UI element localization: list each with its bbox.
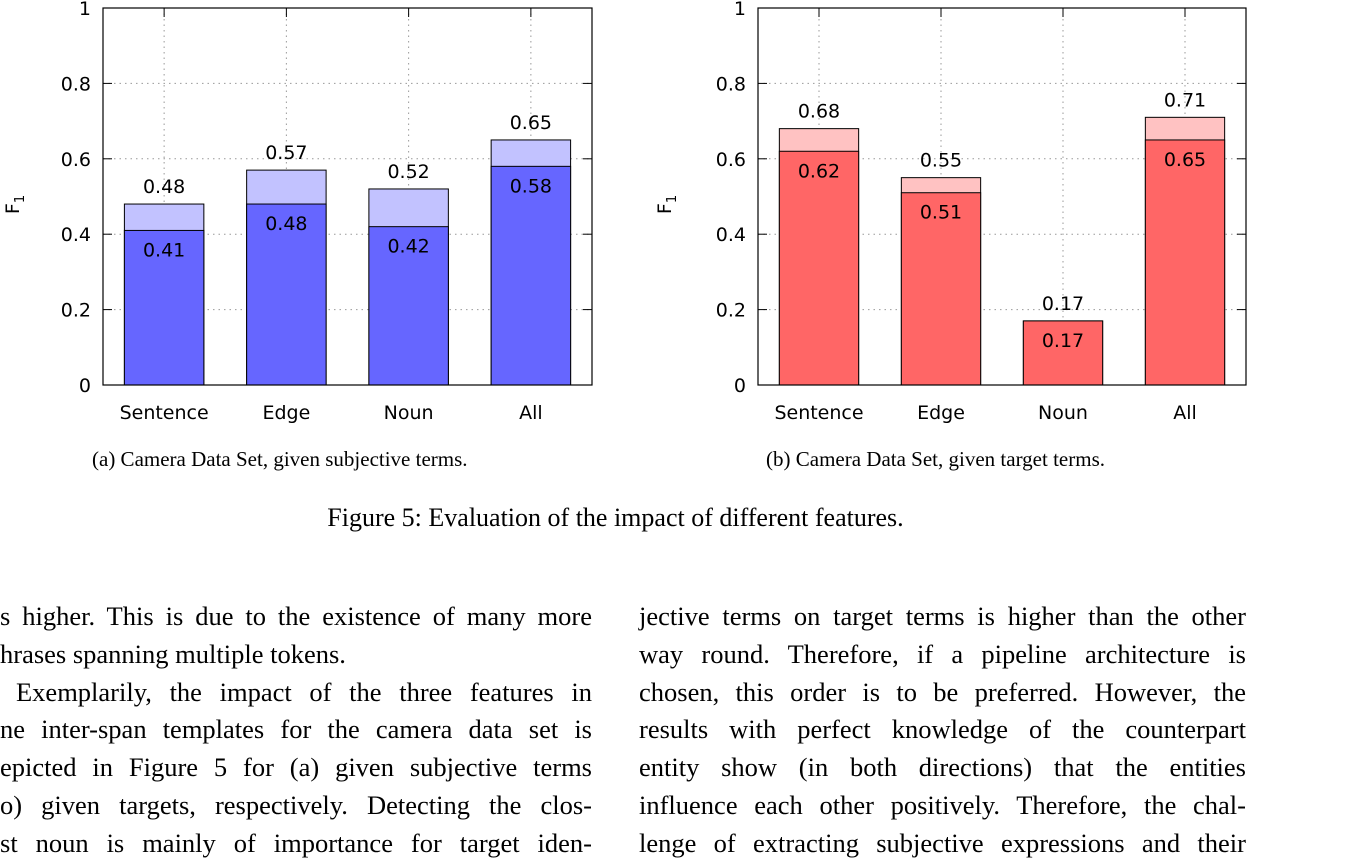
y-tick-label: 0.8 xyxy=(61,73,91,95)
data-label-total: 0.55 xyxy=(920,150,962,172)
data-label-base: 0.62 xyxy=(798,160,840,182)
bar-base xyxy=(900,192,982,386)
data-label-total: 0.17 xyxy=(1042,293,1084,315)
figure-caption: Figure 5: Evaluation of the impact of di… xyxy=(327,503,904,532)
subfigure-caption-a: (a) Camera Data Set, given subjective te… xyxy=(92,447,468,471)
y-axis-label: F1 xyxy=(654,195,680,214)
y-tick-label: 0 xyxy=(734,375,746,397)
y-tick-label: 0.6 xyxy=(61,149,91,171)
y-axis-label-text: F1 xyxy=(2,195,28,214)
data-label-total: 0.71 xyxy=(1164,89,1206,111)
bar-base xyxy=(1022,320,1104,386)
text-line: influence each other positively. Therefo… xyxy=(639,789,1246,820)
y-axis-label-text: F1 xyxy=(654,195,680,214)
y-tick-label: 0.8 xyxy=(716,73,746,95)
data-label-base: 0.48 xyxy=(265,213,307,235)
text-line: way round. Therefore, if a pipeline arch… xyxy=(639,638,1246,669)
data-label-total: 0.57 xyxy=(265,142,307,164)
left-column-text: s higher. This is due to the existence o… xyxy=(0,598,592,863)
text-line: lenge of extracting subjective expressio… xyxy=(639,827,1246,858)
y-tick-label: 0 xyxy=(79,375,91,397)
data-label-total: 0.68 xyxy=(798,101,840,123)
y-tick-label: 0.2 xyxy=(716,300,746,322)
data-label-base: 0.51 xyxy=(920,202,962,224)
y-tick-label: 0.4 xyxy=(716,224,746,246)
plot-frame xyxy=(102,7,593,386)
plot-frame xyxy=(757,7,1247,386)
data-label-base: 0.17 xyxy=(1042,330,1084,352)
y-tick-label: 0.4 xyxy=(61,224,91,246)
text-line: chosen, this order is to be preferred. H… xyxy=(639,676,1246,707)
x-tick-label: Sentence xyxy=(774,402,863,424)
text-line: hrases spanning multiple tokens. xyxy=(0,638,346,669)
data-label-total: 0.52 xyxy=(387,161,429,183)
text-line: s higher. This is due to the existence o… xyxy=(0,601,592,631)
y-axis-label: F1 xyxy=(2,195,28,214)
text-line: results with perfect knowledge of the co… xyxy=(639,714,1246,745)
x-tick-label: Edge xyxy=(917,402,965,424)
data-label-base: 0.58 xyxy=(510,175,552,197)
bar-base xyxy=(368,226,449,386)
bar-base xyxy=(490,165,572,386)
data-label-total: 0.48 xyxy=(143,176,185,198)
bar-chart-target-terms: 0 0.2 0.4 0.6 0.8 1 0.68 0.62 Sentence 0.55 0.51 Ed… xyxy=(654,0,1247,424)
x-tick-label: Sentence xyxy=(120,402,209,424)
text-line: entity show (in both directions) that th… xyxy=(639,752,1246,783)
data-label-base: 0.65 xyxy=(1164,149,1206,171)
text-line: epicted in Figure 5 for (a) given subjec… xyxy=(0,752,592,783)
text-line: Exemplarily, the impact of the three fea… xyxy=(16,676,592,707)
data-label-total: 0.65 xyxy=(510,112,552,134)
data-label-base: 0.41 xyxy=(143,239,185,261)
y-tick-label: 1 xyxy=(734,0,746,20)
bar-base xyxy=(246,203,327,386)
x-tick-label: All xyxy=(1173,402,1197,424)
y-tick-label: 0.2 xyxy=(61,300,91,322)
figure-5: 0 0.2 0.4 0.6 0.8 1 0.48 0.41 Sentence 0.57 0.48 Ed… xyxy=(2,0,1247,471)
text-line: ne inter-span templates for the camera d… xyxy=(0,714,592,745)
text-line: o) given targets, respectively. Detectin… xyxy=(0,789,592,820)
x-tick-label: Noun xyxy=(1038,402,1088,424)
bar-base xyxy=(778,150,860,386)
bar-chart-subjective-terms: 0 0.2 0.4 0.6 0.8 1 0.48 0.41 Sentence 0.57 0.48 Ed… xyxy=(2,0,593,424)
y-axis-label-subscript: 1 xyxy=(13,195,28,203)
text-line: st noun is mainly of importance for targ… xyxy=(0,827,592,858)
x-tick-label: Noun xyxy=(384,402,434,424)
y-axis-label-subscript: 1 xyxy=(665,195,680,203)
subfigure-caption-b: (b) Camera Data Set, given target terms. xyxy=(766,447,1105,471)
x-tick-label: All xyxy=(519,402,543,424)
y-tick-label: 0.6 xyxy=(716,149,746,171)
right-column-text: jective terms on target terms is higher … xyxy=(639,598,1246,863)
y-tick-label: 1 xyxy=(79,0,91,20)
text-line: jective terms on target terms is higher … xyxy=(639,601,1246,631)
bar-base xyxy=(1144,139,1226,386)
x-tick-label: Edge xyxy=(262,402,310,424)
bar-base xyxy=(123,229,205,386)
data-label-base: 0.42 xyxy=(387,236,429,258)
